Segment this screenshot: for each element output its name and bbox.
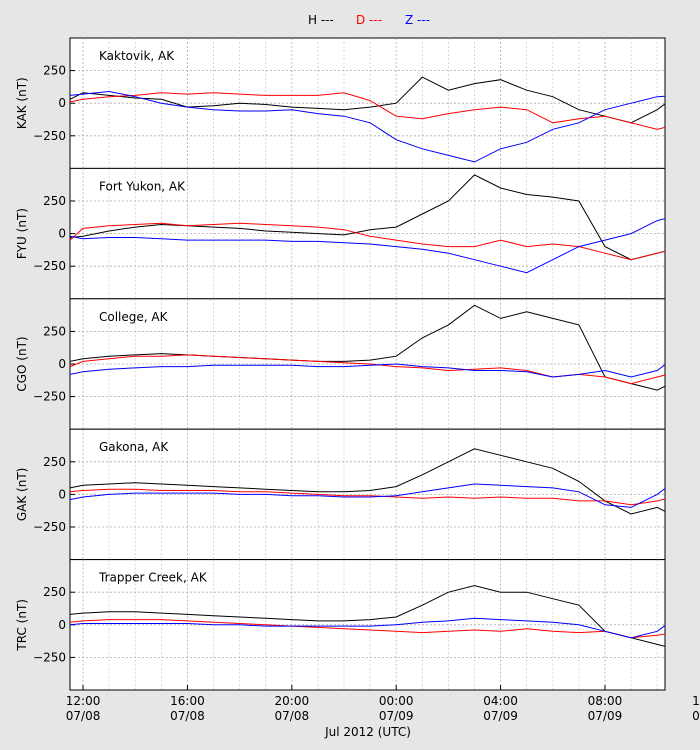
x-axis: 12:0007/0816:0007/0820:0007/0800:0007/09…	[66, 685, 700, 739]
series-line-z	[70, 90, 665, 163]
series-line-d	[70, 619, 665, 639]
y-axis-label: TRC (nT)	[15, 599, 29, 652]
y-tick-label: 250	[43, 455, 66, 469]
x-tick-time: 04:00	[483, 694, 518, 708]
y-tick-label: −250	[33, 129, 66, 143]
y-axis-label: FYU (nT)	[15, 208, 29, 259]
series-line-d	[70, 92, 665, 130]
y-tick-label: 250	[43, 64, 66, 78]
y-tick-label: 0	[58, 618, 66, 632]
station-label: College, AK	[99, 310, 169, 324]
legend-entry-h: H ---	[308, 13, 334, 27]
x-tick-date: 07/09	[588, 709, 623, 723]
y-axis-label: KAK (nT)	[15, 77, 29, 129]
x-tick-date: 07/08	[275, 709, 310, 723]
y-tick-label: −250	[33, 650, 66, 664]
y-tick-label: 250	[43, 194, 66, 208]
series-line-z	[70, 363, 665, 378]
x-tick-time: 12:00	[66, 694, 101, 708]
series-line-z	[70, 483, 665, 508]
panel-fyu: 250 0 −250 Fort Yukon, AK FYU (nT)	[15, 167, 666, 300]
x-axis-label: Jul 2012 (UTC)	[324, 725, 411, 739]
series-group	[70, 174, 665, 274]
series-line-h	[70, 76, 665, 124]
y-tick-label: 0	[58, 487, 66, 501]
panel-cgo: 250 0 −250 College, AK CGO (nT)	[15, 298, 666, 430]
y-axis-label: CGO (nT)	[15, 336, 29, 391]
x-tick-date: 07/08	[170, 709, 205, 723]
panel-trc: 250 0 −250 Trapper Creek, AK TRC (nT)	[15, 559, 666, 691]
series-group	[70, 585, 665, 647]
station-label: Fort Yukon, AK	[99, 179, 186, 193]
y-tick-label: −250	[33, 259, 66, 273]
y-tick-label: 0	[58, 357, 66, 371]
series-line-h	[70, 585, 665, 647]
x-tick-time: 16:00	[170, 694, 205, 708]
legend-entry-z: Z ---	[405, 13, 430, 27]
series-group	[70, 448, 665, 515]
series-group	[70, 304, 665, 391]
station-label: Kaktovik, AK	[99, 49, 175, 63]
y-axis-label: GAK (nT)	[15, 468, 29, 522]
y-tick-label: 0	[58, 227, 66, 241]
y-tick-label: 250	[43, 585, 66, 599]
series-line-z	[70, 218, 665, 274]
series-line-z	[70, 617, 665, 639]
legend-entry-d: D ---	[356, 13, 382, 27]
y-tick-label: 0	[58, 96, 66, 110]
x-tick-date: 07/09	[379, 709, 414, 723]
station-label: Trapper Creek, AK	[98, 571, 208, 585]
series-line-d	[70, 354, 665, 385]
series-line-h	[70, 174, 665, 261]
y-tick-label: −250	[33, 390, 66, 404]
panel-gak: 250 0 −250 Gakona, AK GAK (nT)	[15, 428, 666, 561]
x-tick-date: 07/08	[66, 709, 101, 723]
x-tick-time: 20:00	[275, 694, 310, 708]
panels: 250 0 −250 Kaktovik, AK KAK (nT) 250 0 −250 Fort…	[15, 37, 666, 691]
series-line-h	[70, 448, 665, 515]
x-tick-time: 00:00	[379, 694, 414, 708]
series-line-d	[70, 222, 665, 261]
y-tick-label: −250	[33, 520, 66, 534]
y-tick-label: 250	[43, 324, 66, 338]
legend: H --- D --- Z ---	[308, 13, 430, 27]
x-tick-date: 07/09	[483, 709, 518, 723]
station-label: Gakona, AK	[99, 440, 169, 454]
series-group	[70, 76, 665, 163]
x-tick-time: 08:00	[588, 694, 623, 708]
panel-kak: 250 0 −250 Kaktovik, AK KAK (nT)	[15, 37, 666, 169]
x-tick-time: 12:00	[692, 694, 700, 708]
x-tick-date: 07/09	[692, 709, 700, 723]
series-line-d	[70, 488, 665, 506]
